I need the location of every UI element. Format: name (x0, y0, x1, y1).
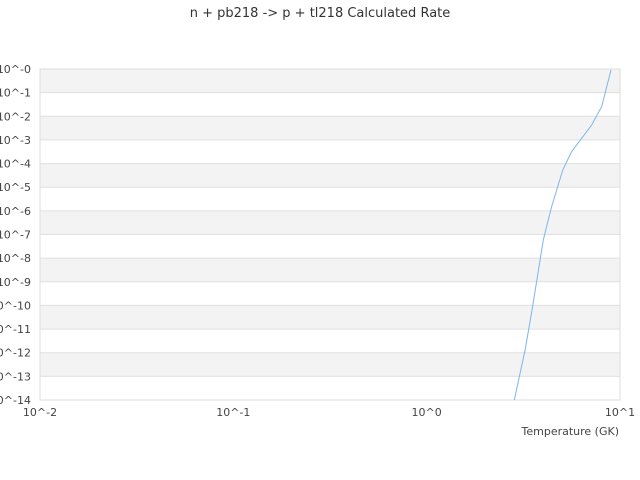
x-axis-label: Temperature (GK) (521, 425, 620, 438)
x-tick-label: 10^1 (605, 406, 635, 419)
y-tick-label: 10^-5 (0, 181, 31, 194)
plot-border (39, 68, 621, 401)
grid-band (40, 352, 620, 377)
grid-band (40, 210, 620, 235)
grid-band (40, 139, 620, 164)
x-tick-label: 10^-2 (23, 406, 57, 419)
y-tick-label: 10^-14 (0, 394, 31, 407)
y-tick-label: 10^-2 (0, 110, 31, 123)
y-tick-label: 10^-6 (0, 205, 31, 218)
y-tick-label: 10^-1 (0, 87, 31, 100)
x-tick-label: 10^0 (412, 406, 442, 419)
grid-band (40, 281, 620, 306)
y-tick-label: 10^-9 (0, 276, 31, 289)
y-tick-label: 10^-8 (0, 252, 31, 265)
y-tick-label: 10^-13 (0, 370, 31, 383)
y-tick-label: 10^-10 (0, 299, 31, 312)
y-tick-label: 10^-3 (0, 134, 31, 147)
grid-band (40, 69, 620, 93)
y-tick-label: 10^-12 (0, 347, 31, 360)
y-tick-label: 10^-0 (0, 63, 31, 76)
x-tick-label: 10^-1 (216, 406, 250, 419)
y-tick-label: 10^-4 (0, 158, 31, 171)
series-line (513, 69, 612, 401)
grid-band (40, 376, 620, 400)
grid-band (40, 329, 620, 353)
grid-band (40, 116, 620, 140)
grid-band (40, 258, 620, 282)
grid-band (40, 234, 620, 259)
grid-band (40, 92, 620, 117)
grid-band (40, 163, 620, 188)
y-tick-label: 10^-11 (0, 323, 31, 336)
y-tick-label: 10^-7 (0, 229, 31, 242)
chart-title: n + pb218 -> p + tl218 Calculated Rate (190, 6, 451, 21)
grid-band (40, 305, 620, 330)
grid-band (40, 187, 620, 211)
